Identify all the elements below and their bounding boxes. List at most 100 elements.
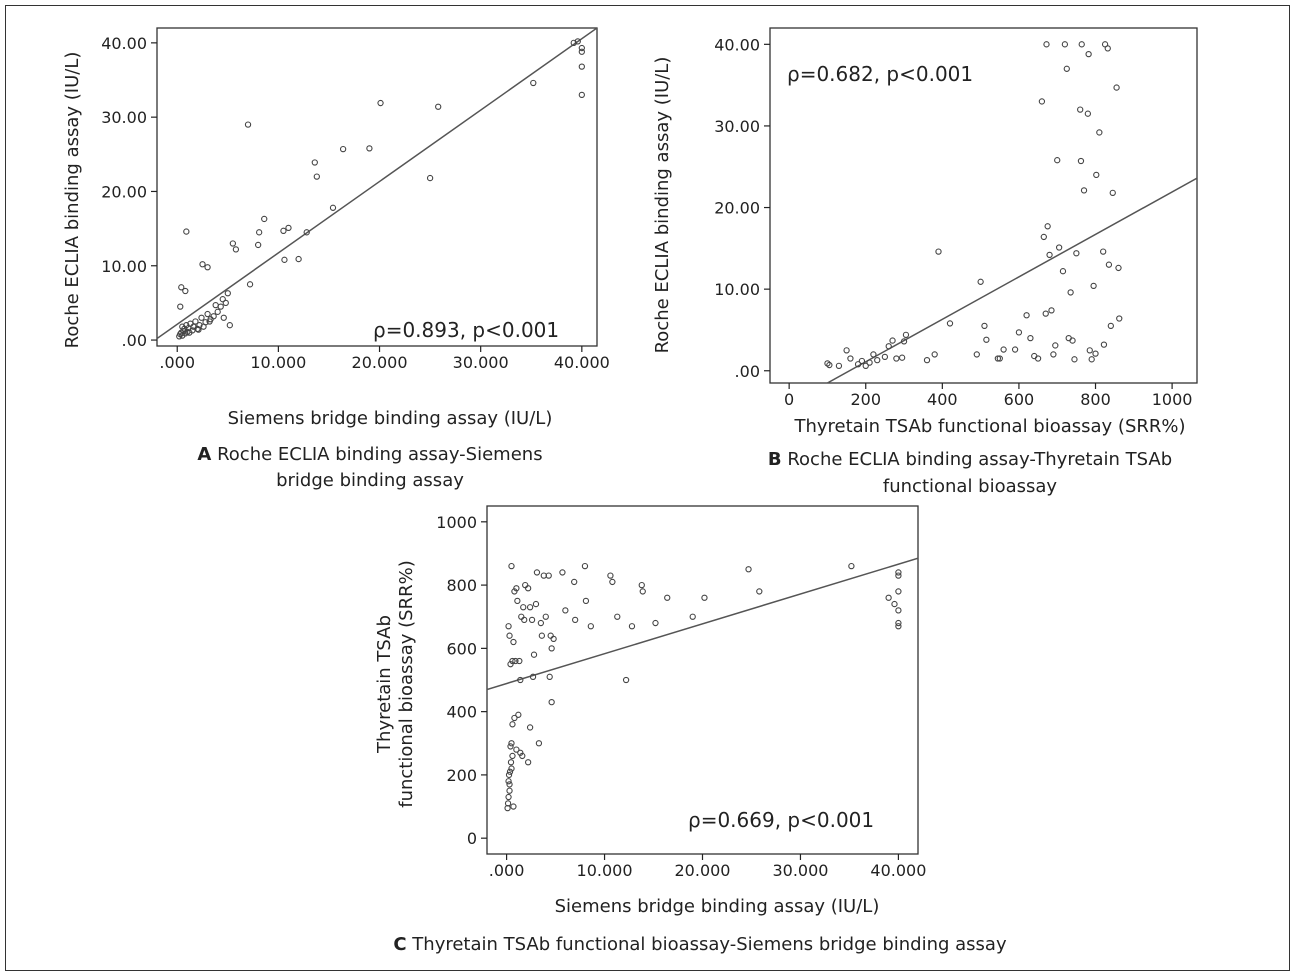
scatter-point xyxy=(1042,310,1049,317)
scatter-point xyxy=(177,303,184,310)
scatter-point xyxy=(582,597,590,605)
y-axis-label: Roche ECLIA binding assay (IU/L) xyxy=(62,52,83,349)
correlation-annotation: ρ=0.669, p<0.001 xyxy=(688,808,874,832)
x-tick-label: 10.000 xyxy=(577,861,633,880)
scatter-point xyxy=(329,204,337,211)
scatter-point xyxy=(513,585,520,592)
scatter-point xyxy=(847,355,854,362)
scatter-point xyxy=(935,248,942,255)
scatter-point xyxy=(562,607,569,614)
scatter-point xyxy=(1092,350,1099,357)
scatter-point xyxy=(1055,244,1063,251)
scatter-point xyxy=(538,632,546,639)
scatter-point xyxy=(609,578,616,586)
scatter-point xyxy=(509,721,516,728)
scatter-point xyxy=(509,657,516,665)
scatter-point xyxy=(1085,50,1092,58)
panel-caption: A Roche ECLIA binding assay-Siemens xyxy=(197,444,542,465)
scatter-point xyxy=(1043,41,1050,48)
scatter-point xyxy=(1027,334,1034,342)
scatter-point xyxy=(509,752,516,760)
scatter-point xyxy=(178,284,185,291)
scatter-point xyxy=(548,645,555,652)
scatter-point xyxy=(545,572,552,579)
scatter-point xyxy=(226,322,233,329)
scatter-point xyxy=(517,749,524,756)
scatter-point xyxy=(1054,157,1061,164)
y-axis-label: Roche ECLIA binding assay (IU/L) xyxy=(652,57,673,354)
scatter-point xyxy=(572,616,579,624)
scatter-point xyxy=(893,355,900,362)
scatter-point xyxy=(217,303,224,310)
panel-caption: C Thyretain TSAb functional bioassay-Sie… xyxy=(393,934,1007,955)
scatter-point xyxy=(578,63,585,70)
scatter-point xyxy=(607,572,614,579)
x-tick-label: 30.000 xyxy=(772,861,828,880)
scatter-point xyxy=(535,740,543,747)
scatter-point xyxy=(254,241,262,249)
scatter-point xyxy=(214,308,221,315)
scatter-point xyxy=(628,623,636,630)
scatter-point xyxy=(1061,41,1069,48)
scatter-point xyxy=(532,600,540,608)
scatter-point xyxy=(548,698,555,706)
scatter-point xyxy=(1063,65,1070,72)
scatter-point xyxy=(507,661,514,668)
y-tick-label: 200 xyxy=(446,766,477,785)
scatter-point xyxy=(889,337,896,344)
scatter-point xyxy=(204,310,211,318)
scatter-point xyxy=(512,657,519,665)
scatter-point xyxy=(196,322,203,329)
scatter-point xyxy=(895,569,902,576)
scatter-point xyxy=(510,803,517,810)
x-tick-label: 400 xyxy=(927,390,958,409)
scatter-point xyxy=(1069,337,1076,344)
scatter-point xyxy=(581,562,589,570)
x-axis-label: Siemens bridge binding assay (IU/L) xyxy=(228,408,553,429)
scatter-point xyxy=(977,278,984,285)
scatter-point xyxy=(219,296,226,303)
scatter-point xyxy=(1000,346,1007,353)
scatter-point xyxy=(1040,233,1047,241)
caption-text: Thyretain TSAb functional bioassay-Sieme… xyxy=(407,934,1007,955)
scatter-point xyxy=(524,585,532,592)
scatter-point xyxy=(377,99,384,107)
scatter-point xyxy=(204,264,211,271)
scatter-point xyxy=(506,632,513,639)
scatter-point xyxy=(931,351,938,358)
scatter-point xyxy=(179,323,186,330)
scatter-point xyxy=(526,724,534,731)
scatter-point xyxy=(973,351,980,358)
scatter-point xyxy=(220,314,227,321)
x-tick-label: .000 xyxy=(489,861,525,880)
y-tick-label: 10.00 xyxy=(714,280,760,299)
scatter-point xyxy=(843,347,850,354)
caption-text: Roche ECLIA binding assay-Thyretain TSAb xyxy=(782,449,1173,470)
scatter-point xyxy=(638,581,645,589)
scatter-point xyxy=(826,361,833,369)
scatter-point xyxy=(983,336,990,343)
scatter-point xyxy=(1015,329,1023,336)
x-tick-label: 200 xyxy=(850,390,881,409)
scatter-point xyxy=(198,314,205,321)
scatter-point xyxy=(1077,157,1085,165)
scatter-point xyxy=(946,320,954,327)
scatter-point xyxy=(303,229,310,236)
scatter-point xyxy=(522,581,529,589)
scatter-point xyxy=(513,746,520,753)
plot-frame xyxy=(156,27,598,347)
scatter-point xyxy=(222,299,229,307)
scatter-point xyxy=(701,594,708,601)
scatter-point xyxy=(1100,248,1107,255)
y-tick-label: .00 xyxy=(735,362,760,381)
y-tick-label: 30.00 xyxy=(714,117,760,136)
scatter-point xyxy=(261,215,268,223)
y-tick-label: 0 xyxy=(467,829,477,848)
scatter-point xyxy=(1096,129,1103,136)
scatter-point xyxy=(1084,110,1092,117)
scatter-point xyxy=(1090,282,1097,290)
scatter-point xyxy=(1104,45,1111,52)
y-axis-label: Thyretain TSAb xyxy=(374,615,395,754)
scatter-point xyxy=(866,359,873,366)
y-tick-label: 20.00 xyxy=(714,199,760,218)
